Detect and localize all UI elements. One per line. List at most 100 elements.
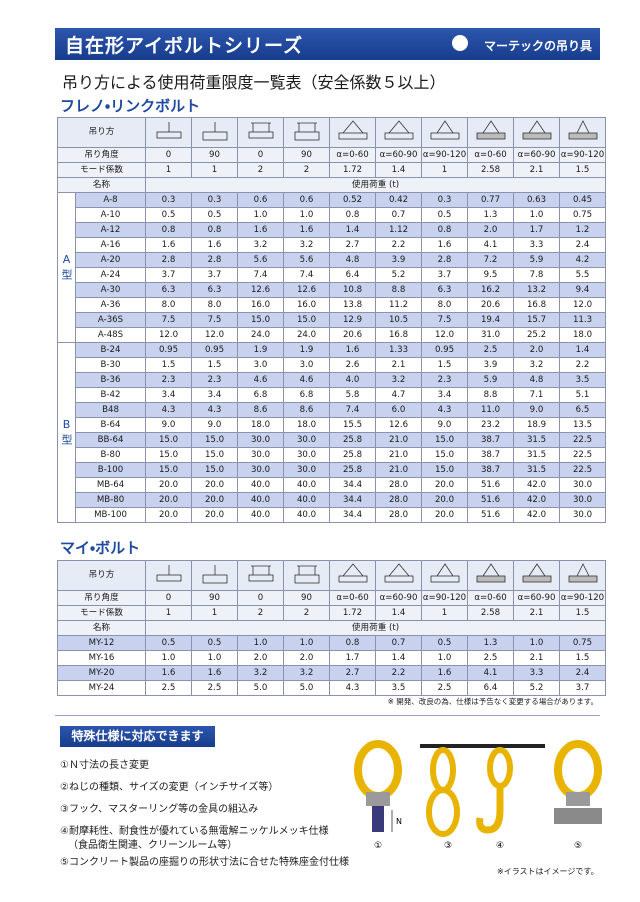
load-value: 30.0 bbox=[283, 432, 331, 448]
row-label: 吊り方 bbox=[56, 117, 147, 148]
row-label: モード係数 bbox=[57, 605, 146, 621]
sling-icon bbox=[248, 122, 273, 139]
mode-cell: 2.1 bbox=[513, 605, 560, 621]
load-value: 8.0 bbox=[421, 297, 469, 313]
load-value: 0.52 bbox=[329, 192, 377, 208]
load-value: 4.3 bbox=[329, 680, 376, 696]
load-value: 15.0 bbox=[191, 432, 239, 448]
load-value: 34.4 bbox=[329, 492, 377, 508]
angle-cell: 90 bbox=[283, 590, 330, 606]
load-value: 2.2 bbox=[375, 665, 422, 681]
icon-cell bbox=[145, 117, 193, 148]
icon-cell bbox=[421, 117, 469, 148]
illustration-note: ※イラストはイメージです。 bbox=[497, 867, 599, 876]
load-value: 20.0 bbox=[421, 507, 469, 523]
sling-icon bbox=[568, 120, 597, 140]
load-value: 1.6 bbox=[329, 342, 377, 358]
load-value: 28.0 bbox=[375, 477, 423, 493]
sling-icon bbox=[202, 565, 227, 584]
mode-cell: 1.5 bbox=[559, 162, 607, 178]
load-value: 1.0 bbox=[283, 635, 330, 651]
load-value: 1.0 bbox=[283, 207, 331, 223]
load-value: 2.8 bbox=[145, 252, 193, 268]
load-value: 13.8 bbox=[329, 297, 377, 313]
icon-part bbox=[248, 131, 273, 139]
load-value: 30.0 bbox=[237, 432, 285, 448]
load-value: 16.0 bbox=[237, 297, 285, 313]
load-value: 1.0 bbox=[145, 650, 192, 666]
data-row: A-20 2.8 2.8 5.6 5.6 4.8 3.9 2.8 7.2 5.9 4.2 bbox=[58, 252, 607, 268]
angle-cell: 0 bbox=[145, 590, 192, 606]
data-row: MB-100 20.0 20.0 40.0 40.0 34.4 28.0 20.0 51.6 42… bbox=[58, 507, 607, 523]
load-value: 3.3 bbox=[513, 237, 561, 253]
load-value: 20.6 bbox=[329, 327, 377, 343]
icon-cell bbox=[513, 117, 561, 148]
load-value: 16.2 bbox=[467, 282, 515, 298]
hook bbox=[476, 788, 504, 834]
load-value: 9.0 bbox=[513, 402, 561, 418]
angle-cell: α=60-90 bbox=[513, 147, 561, 163]
model-name: MY-20 bbox=[57, 665, 146, 681]
load-value: 6.4 bbox=[329, 267, 377, 283]
icon-cell bbox=[513, 560, 560, 591]
load-value: 1.6 bbox=[421, 665, 468, 681]
load-value: 12.9 bbox=[329, 312, 377, 328]
mode-cell: 2 bbox=[237, 605, 284, 621]
icon-part bbox=[342, 563, 363, 577]
load-value: 4.6 bbox=[283, 372, 331, 388]
load-value: 40.0 bbox=[283, 507, 331, 523]
load-value: 1.6 bbox=[191, 665, 238, 681]
load-value: 20.0 bbox=[191, 507, 239, 523]
data-row: B-100 15.0 15.0 30.0 30.0 25.8 21.0 15.0 38.7 31.… bbox=[58, 462, 607, 478]
load-value: 11.2 bbox=[375, 297, 423, 313]
load-value: 7.1 bbox=[513, 387, 561, 403]
load-value: 0.8 bbox=[329, 635, 376, 651]
load-value: 0.8 bbox=[421, 222, 469, 238]
load-value: 20.0 bbox=[421, 477, 469, 493]
sling-icon bbox=[522, 563, 551, 583]
load-value: 31.5 bbox=[513, 432, 561, 448]
icon-part bbox=[156, 574, 181, 582]
data-row: A-36S 7.5 7.5 15.0 15.0 12.9 10.5 7.5 19.4 15.7 11… bbox=[58, 312, 607, 328]
angle-cell: 90 bbox=[283, 147, 331, 163]
load-value: 34.4 bbox=[329, 477, 377, 493]
model-name: MB-100 bbox=[74, 507, 147, 523]
load-value: 5.8 bbox=[329, 387, 377, 403]
load-value: 7.5 bbox=[421, 312, 469, 328]
load-value: 40.0 bbox=[237, 492, 285, 508]
angle-cell: α=0-60 bbox=[329, 147, 377, 163]
row-label: 吊り角度 bbox=[56, 147, 147, 163]
load-value: 4.3 bbox=[421, 402, 469, 418]
load-value: 3.4 bbox=[421, 387, 469, 403]
model-name: MY-16 bbox=[57, 650, 146, 666]
load-value: 1.0 bbox=[513, 207, 561, 223]
data-row: MY-16 1.0 1.0 2.0 2.0 1.7 1.4 1.0 2.5 2.1 1.5 bbox=[57, 650, 606, 666]
load-value: 2.4 bbox=[559, 665, 606, 681]
sling-icon bbox=[202, 122, 227, 141]
model-name: B-24 bbox=[74, 342, 147, 358]
icon-part bbox=[436, 120, 453, 134]
angle-cell: 0 bbox=[237, 147, 285, 163]
icon-cell bbox=[145, 560, 192, 591]
icon-part bbox=[528, 120, 545, 134]
load-value: 5.9 bbox=[513, 252, 561, 268]
load-value: 12.6 bbox=[283, 282, 331, 298]
load-value: 25.8 bbox=[329, 447, 377, 463]
load-value: 6.8 bbox=[283, 387, 331, 403]
load-table: 吊り方 吊り角度 0 90 0 90 α=0-60 α=60-90 α=90-120 α=0-60… bbox=[56, 117, 607, 523]
load-value: 3.7 bbox=[421, 267, 469, 283]
load-value: 4.6 bbox=[237, 372, 285, 388]
load-value: 30.0 bbox=[559, 507, 607, 523]
data-row: A-12 0.8 0.8 1.6 1.6 1.4 1.12 0.8 2.0 1.7 1.2 bbox=[58, 222, 607, 238]
load-value: 0.45 bbox=[559, 192, 607, 208]
icon-part bbox=[202, 131, 227, 141]
load-value: 3.2 bbox=[283, 665, 330, 681]
load-value: 6.5 bbox=[559, 402, 607, 418]
load-value: 5.2 bbox=[513, 680, 560, 696]
load-value: 1.4 bbox=[559, 342, 607, 358]
sling-icon bbox=[430, 120, 459, 140]
load-value: 8.0 bbox=[191, 297, 239, 313]
model-name: B-64 bbox=[74, 417, 147, 433]
load-value: 1.6 bbox=[191, 237, 239, 253]
